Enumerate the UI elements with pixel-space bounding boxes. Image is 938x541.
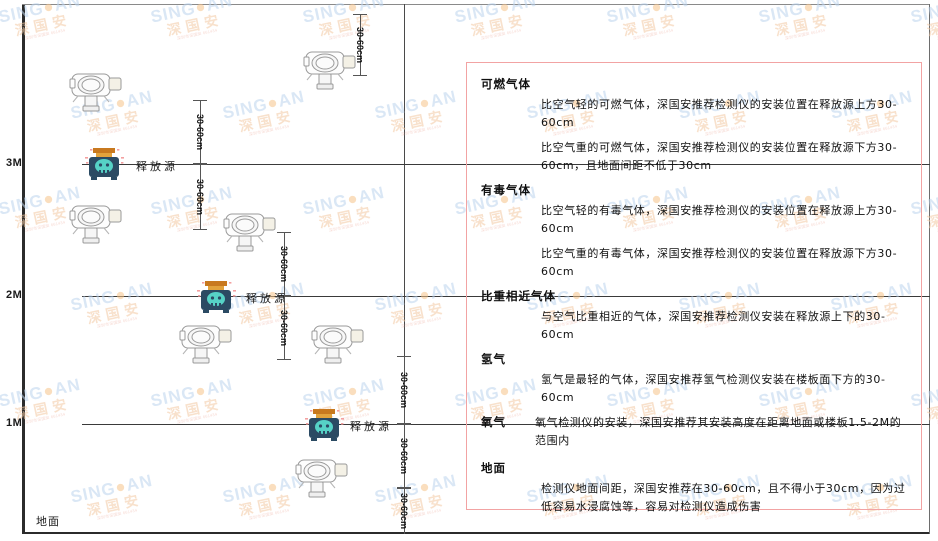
panel-section-flammable-gas: 可燃气体 比空气轻的可燃气体，深国安推荐检测仪的安装位置在释放源上方30-60cm… bbox=[481, 76, 909, 175]
panel-section-paragraph: 比空气重的可燃气体，深国安推荐检测仪的安装位置在释放源下方30-60cm，且地面… bbox=[541, 141, 898, 172]
detector-3m-below-left bbox=[64, 198, 126, 251]
dimension-2m-upper: 30-60cm bbox=[272, 232, 296, 296]
detector-3m-above-right bbox=[298, 44, 360, 97]
dimension-top-center: 30-60cm bbox=[348, 14, 372, 76]
panel-section-title: 有毒气体 bbox=[481, 183, 531, 197]
detector-2m-below-right bbox=[306, 318, 368, 371]
installation-guidance-panel: 可燃气体 比空气轻的可燃气体，深国安推荐检测仪的安装位置在释放源上方30-60cm… bbox=[466, 62, 922, 513]
dimension-3m-upper: 30-60cm bbox=[188, 100, 212, 164]
panel-section-paragraph: 比空气轻的有毒气体，深国安推荐检测仪的安装位置在释放源上方30-60cm bbox=[541, 204, 898, 235]
axis-label-2m: 2M bbox=[6, 289, 23, 301]
panel-section-paragraph: 比空气轻的可燃气体，深国安推荐检测仪的安装位置在释放源上方30-60cm bbox=[541, 98, 898, 129]
watermark-brand-cn: 深国安 bbox=[0, 490, 6, 521]
dimension-label: 30-60cm bbox=[399, 437, 409, 475]
source-1m-label: 释放源 bbox=[350, 420, 392, 433]
dimension-label: 30-60cm bbox=[399, 492, 409, 530]
diagram-frame-top-edge bbox=[22, 4, 930, 5]
level-line-2m bbox=[82, 296, 930, 297]
dimension-label: 30-60cm bbox=[195, 178, 205, 216]
panel-section-paragraph: 比空气重的有毒气体，深国安推荐检测仪的安装位置在释放源下方30-60cm bbox=[541, 247, 898, 278]
watermark-brand-cn: 深国安 bbox=[0, 106, 6, 137]
ground-label: 地面 bbox=[36, 515, 60, 528]
level-line-3m bbox=[82, 164, 930, 165]
panel-section-paragraph: 氧气检测仪的安装，深国安推荐其安装高度在距离地面或楼板1.5-2M的范围内 bbox=[535, 416, 902, 447]
source-2m-icon bbox=[196, 278, 238, 321]
panel-section-title: 氢气 bbox=[481, 352, 506, 366]
center-vertical-axis bbox=[404, 4, 405, 534]
dimension-1m-lower: 30-60cm bbox=[392, 488, 416, 534]
axis-label-1m: 1M bbox=[6, 417, 23, 429]
panel-section-hydrogen: 氢气氢气是最轻的气体，深国安推荐氢气检测仪安装在楼板面下方的30-60cm bbox=[481, 351, 909, 407]
detector-3m-above-left bbox=[64, 66, 126, 119]
source-2m-label: 释放源 bbox=[246, 292, 288, 305]
panel-section-title: 氧气 bbox=[481, 415, 506, 429]
panel-section-toxic-gas: 有毒气体 比空气轻的有毒气体，深国安推荐检测仪的安装位置在释放源上方30-60cm… bbox=[481, 182, 909, 281]
dimension-3m-lower: 30-60cm bbox=[188, 164, 212, 230]
dimension-2m-lower: 30-60cm bbox=[272, 296, 296, 360]
watermark-url: 深圳市深国安 661434 bbox=[0, 312, 6, 333]
panel-section-ground: 地面检测仪地面间距，深国安推荐在30-60cm，且不得小于30cm，因为过低容易… bbox=[481, 460, 909, 516]
panel-section-paragraph: 与空气比重相近的气体，深国安推荐检测仪安装在释放源上下的30-60cm bbox=[541, 310, 886, 341]
source-3m-icon bbox=[84, 145, 126, 188]
panel-section-paragraph: 检测仪地面间距，深国安推荐在30-60cm，且不得小于30cm，因为过低容易水浸… bbox=[541, 482, 906, 513]
watermark-brand-en: SING●AN bbox=[0, 278, 3, 303]
source-3m-label: 释放源 bbox=[136, 160, 178, 173]
panel-section-paragraph: 氢气是最轻的气体，深国安推荐氢气检测仪安装在楼板面下方的30-60cm bbox=[541, 373, 886, 404]
detector-2m-below-left bbox=[174, 318, 236, 371]
panel-section-oxygen: 氧气 氧气检测仪的安装，深国安推荐其安装高度在距离地面或楼板1.5-2M的范围内 bbox=[481, 414, 909, 457]
watermark-url: 深圳市深国安 661434 bbox=[0, 120, 6, 141]
diagram-frame bbox=[22, 4, 930, 534]
axis-label-3m: 3M bbox=[6, 157, 23, 169]
detector-2m-above-right bbox=[218, 206, 280, 259]
watermark-brand-en: SING●AN bbox=[0, 86, 3, 111]
source-1m-icon bbox=[304, 406, 346, 449]
panel-section-title: 可燃气体 bbox=[481, 77, 531, 91]
watermark-brand-en: SING●AN bbox=[0, 470, 3, 495]
dimension-1m-middle: 30-60cm bbox=[392, 424, 416, 488]
detector-1m-below bbox=[290, 452, 352, 505]
panel-section-title: 地面 bbox=[481, 461, 506, 475]
diagram-frame-right-edge bbox=[929, 4, 930, 534]
dimension-label: 30-60cm bbox=[279, 245, 289, 283]
watermark-brand-cn: 深国安 bbox=[0, 298, 6, 329]
dimension-label: 30-60cm bbox=[399, 371, 409, 409]
panel-section-similar-density-gas: 比重相近气体与空气比重相近的气体，深国安推荐检测仪安装在释放源上下的30-60c… bbox=[481, 288, 909, 344]
watermark-url: 深圳市深国安 661434 bbox=[0, 504, 6, 525]
dimension-label: 30-60cm bbox=[279, 309, 289, 347]
panel-section-title: 比重相近气体 bbox=[481, 289, 556, 303]
dimension-label: 30-60cm bbox=[195, 113, 205, 151]
dimension-1m-upper: 30-60cm bbox=[392, 356, 416, 424]
level-line-1m bbox=[82, 424, 930, 425]
